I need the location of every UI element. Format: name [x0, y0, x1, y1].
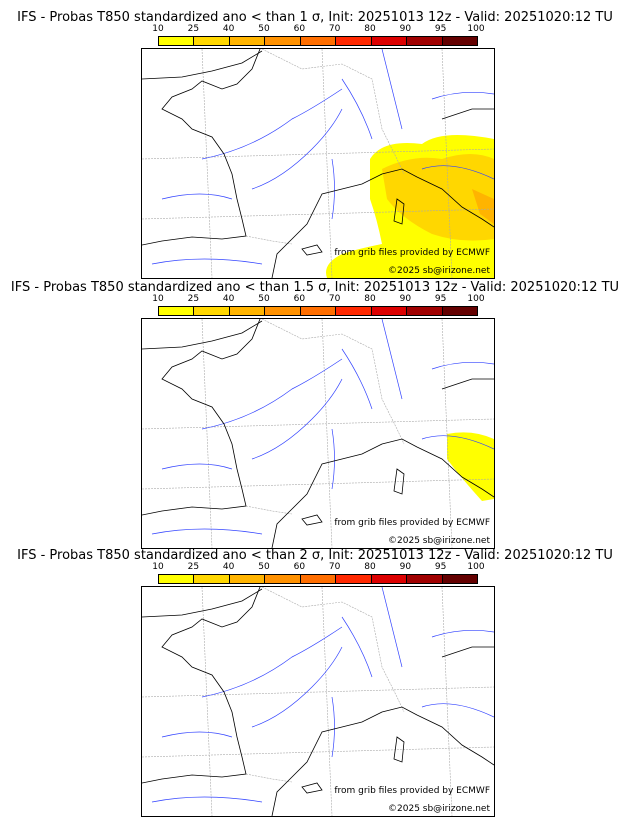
- colorbar-tick: 70: [328, 294, 341, 304]
- colorbar-tick: 25: [187, 24, 200, 34]
- colorbar-swatch: [265, 575, 301, 583]
- colorbar-swatch: [371, 37, 408, 45]
- colorbar-swatch: [442, 307, 477, 315]
- colorbar-tick: 90: [399, 24, 412, 34]
- coastline: [142, 49, 494, 278]
- forecast-panel: IFS - Probas T850 standardized ano < tha…: [0, 538, 630, 817]
- map-area: from grib files provided by ECMWF ©2025 …: [141, 48, 495, 279]
- map-area: from grib files provided by ECMWF ©2025 …: [141, 318, 495, 549]
- colorbar-swatch: [194, 575, 230, 583]
- colorbar-swatch: [336, 37, 372, 45]
- colorbar-tick: 50: [258, 24, 270, 34]
- borders: [142, 319, 494, 548]
- colorbar-tick: 100: [467, 24, 485, 34]
- colorbar-tick: 40: [222, 24, 235, 34]
- colorbar-tick: 95: [434, 24, 447, 34]
- map-title: IFS - Probas T850 standardized ano < tha…: [17, 548, 613, 563]
- colorbar-swatch: [194, 307, 230, 315]
- copyright: ©2025 sb@irizone.net: [388, 804, 490, 814]
- colorbar-swatch: [159, 37, 195, 45]
- colorbar-swatch: [336, 307, 372, 315]
- map-title: IFS - Probas T850 standardized ano < tha…: [17, 10, 613, 25]
- source-credit: from grib files provided by ECMWF: [334, 248, 490, 258]
- borders: [142, 49, 494, 278]
- colorbar-swatch: [407, 575, 443, 583]
- colorbar-tick: 80: [364, 24, 376, 34]
- source-credit: from grib files provided by ECMWF: [334, 518, 490, 528]
- rivers: [151, 587, 494, 803]
- coastline: [142, 587, 494, 816]
- colorbar-tick: 60: [293, 24, 306, 34]
- colorbar-swatch: [300, 575, 337, 583]
- colorbar-swatch: [300, 307, 337, 315]
- colorbar-swatch: [265, 307, 301, 315]
- colorbar-tick: 90: [399, 562, 412, 572]
- colorbar-swatch: [194, 37, 230, 45]
- colorbar-swatch: [407, 307, 443, 315]
- colorbar-tick: 25: [187, 562, 200, 572]
- rivers: [151, 319, 494, 535]
- colorbar-tick: 50: [258, 562, 270, 572]
- colorbar-swatch: [371, 575, 408, 583]
- colorbar-tick: 25: [187, 294, 200, 304]
- coastline: [142, 319, 494, 548]
- colorbar-tick: 50: [258, 294, 270, 304]
- colorbar-tick: 95: [434, 294, 447, 304]
- colorbar-swatch: [442, 575, 477, 583]
- borders: [142, 587, 494, 816]
- colorbar-swatch: [407, 37, 443, 45]
- forecast-panel: IFS - Probas T850 standardized ano < tha…: [0, 270, 630, 549]
- colorbar-tick: 40: [222, 294, 235, 304]
- probability-area: [447, 432, 494, 501]
- colorbar-tick: 10: [152, 562, 164, 572]
- colorbar-tick: 95: [434, 562, 447, 572]
- colorbar-swatch: [442, 37, 477, 45]
- colorbar-tick: 70: [328, 24, 341, 34]
- probability-area: [382, 154, 494, 241]
- forecast-panel: IFS - Probas T850 standardized ano < tha…: [0, 0, 630, 279]
- source-credit: from grib files provided by ECMWF: [334, 786, 490, 796]
- map-title: IFS - Probas T850 standardized ano < tha…: [10, 280, 620, 295]
- colorbar-tick: 40: [222, 562, 235, 572]
- colorbar-swatch: [229, 37, 266, 45]
- colorbar-tick: 70: [328, 562, 341, 572]
- colorbar-swatch: [336, 575, 372, 583]
- colorbar-tick: 100: [467, 294, 485, 304]
- copyright: ©2025 sb@irizone.net: [388, 536, 490, 546]
- map-area: from grib files provided by ECMWF ©2025 …: [141, 586, 495, 817]
- colorbar-swatch: [371, 307, 408, 315]
- colorbar: [158, 306, 478, 316]
- colorbar-swatch: [159, 307, 195, 315]
- colorbar-tick: 80: [364, 562, 376, 572]
- colorbar-tick: 60: [293, 562, 306, 572]
- colorbar-swatch: [300, 37, 337, 45]
- colorbar-tick: 60: [293, 294, 306, 304]
- copyright: ©2025 sb@irizone.net: [388, 266, 490, 276]
- colorbar-swatch: [265, 37, 301, 45]
- colorbar-swatch: [159, 575, 195, 583]
- colorbar-swatch: [229, 307, 266, 315]
- colorbar-tick: 100: [467, 562, 485, 572]
- colorbar-tick: 90: [399, 294, 412, 304]
- colorbar: [158, 574, 478, 584]
- colorbar: [158, 36, 478, 46]
- rivers: [151, 49, 494, 265]
- colorbar-tick: 10: [152, 24, 164, 34]
- colorbar-tick: 10: [152, 294, 164, 304]
- colorbar-swatch: [229, 575, 266, 583]
- colorbar-tick: 80: [364, 294, 376, 304]
